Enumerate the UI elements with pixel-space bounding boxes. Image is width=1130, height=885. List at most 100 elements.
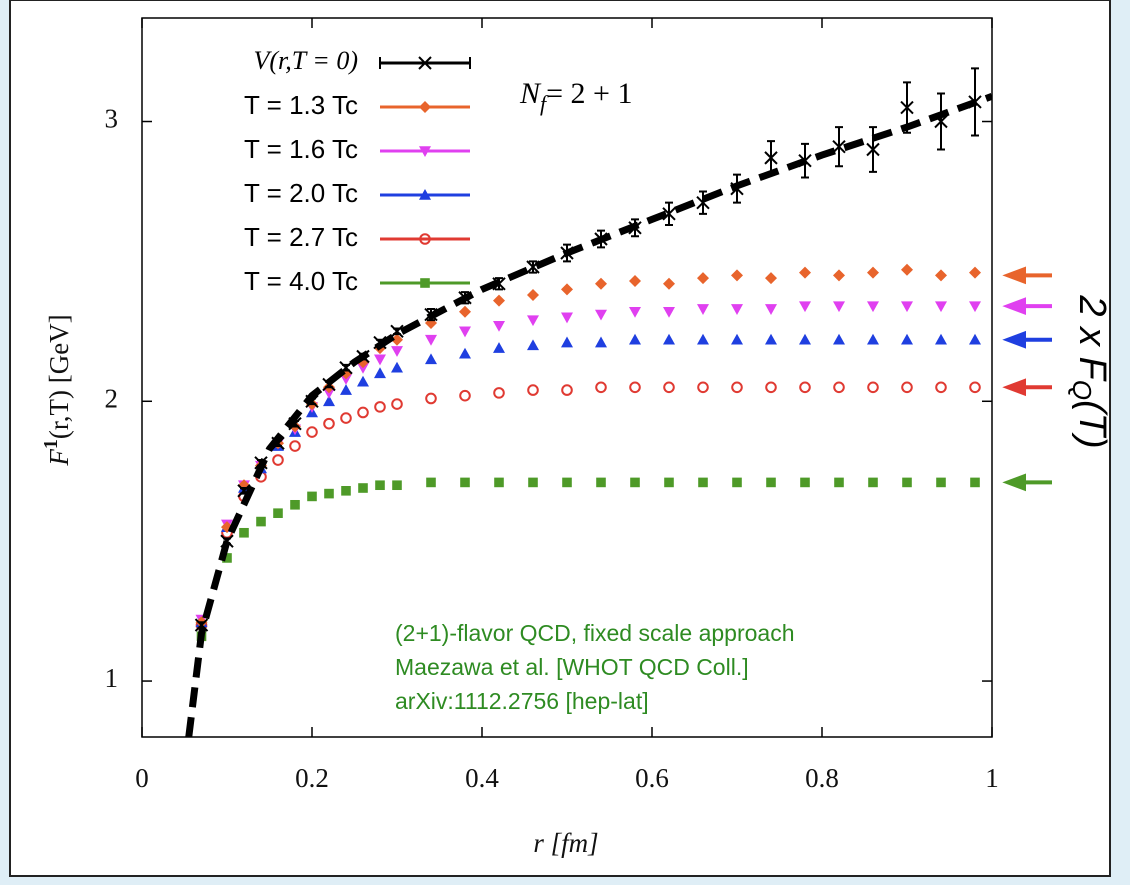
point [323,395,335,407]
point [900,100,914,115]
point [970,477,980,488]
annotation: Maezawa et al. [WHOT QCD Coll.] [395,654,749,680]
point [306,426,318,438]
point [902,477,912,488]
point [935,333,947,345]
point [936,477,946,488]
legend-cap [379,57,471,69]
point [595,381,607,394]
point [697,304,709,315]
arrow [1002,473,1052,492]
point [868,477,878,488]
point [391,346,403,357]
point [867,381,879,394]
y-label-tail: (r,T) [GeV] [44,314,74,439]
point [562,477,572,488]
point [272,454,284,466]
point [493,320,505,332]
point [629,274,641,287]
point [629,306,641,318]
point [561,312,573,324]
point [528,477,538,488]
point [832,139,846,154]
y-label-main: F [44,449,74,467]
point [239,527,249,538]
x-tick-label: 0.2 [295,763,329,793]
x-tick-label: 1 [985,763,999,793]
point [561,384,573,396]
point [697,381,709,394]
point [561,283,573,296]
flavor-tail: = 2 + 1 [546,77,632,110]
point [764,151,778,165]
point [289,440,301,452]
point [698,477,708,488]
legend-marker [419,146,431,157]
point [867,301,879,313]
point [732,477,742,488]
plot-frame [141,17,993,738]
point [969,301,981,313]
point [459,326,471,338]
point [629,333,641,345]
point [323,388,335,399]
legend-label: T = 2.0 Tc [244,178,358,208]
point [799,333,811,345]
point [256,516,266,527]
point [731,381,743,394]
point [357,375,369,387]
annotation: arXiv:1112.2756 [hep-lat] [395,688,649,714]
point [799,301,811,313]
point [630,477,640,488]
point [493,387,505,399]
legend-label: T = 2.7 Tc [244,222,358,252]
point [459,389,471,402]
point [901,381,913,394]
point [595,336,607,348]
point [765,333,777,345]
point [374,354,386,366]
right-label-main: 2 x F [1071,294,1113,381]
point [493,294,505,307]
point [375,480,385,491]
arrow [1002,297,1052,316]
point [222,553,232,563]
point [663,333,675,345]
point [290,499,300,510]
x-tick-label: 0.4 [465,763,499,793]
point [494,477,504,488]
point [307,491,317,502]
point [799,381,811,394]
point [935,301,947,313]
point [358,483,368,493]
point [374,401,386,413]
point [664,477,674,488]
point [935,269,947,282]
legend-marker [419,189,431,200]
x-tick-label: 0.6 [635,763,669,793]
legend-marker [420,278,430,288]
point [663,381,675,394]
point [833,269,845,282]
arrow [1002,378,1052,397]
x-axis-label: r [fm] [533,828,598,858]
legend-marker [418,56,432,70]
point [459,347,471,359]
plot-layer [185,67,992,737]
point [697,333,709,345]
point [629,381,641,394]
flavor-sub: f [540,91,549,116]
point [663,306,675,318]
arrow [1002,266,1052,285]
point [341,486,351,496]
right-label-tail: (T) [1071,400,1113,449]
point [766,477,776,488]
point [527,339,539,351]
point [663,277,675,290]
point [357,406,369,419]
point [391,333,403,346]
point [392,480,402,491]
point [867,266,879,279]
point [697,272,709,285]
